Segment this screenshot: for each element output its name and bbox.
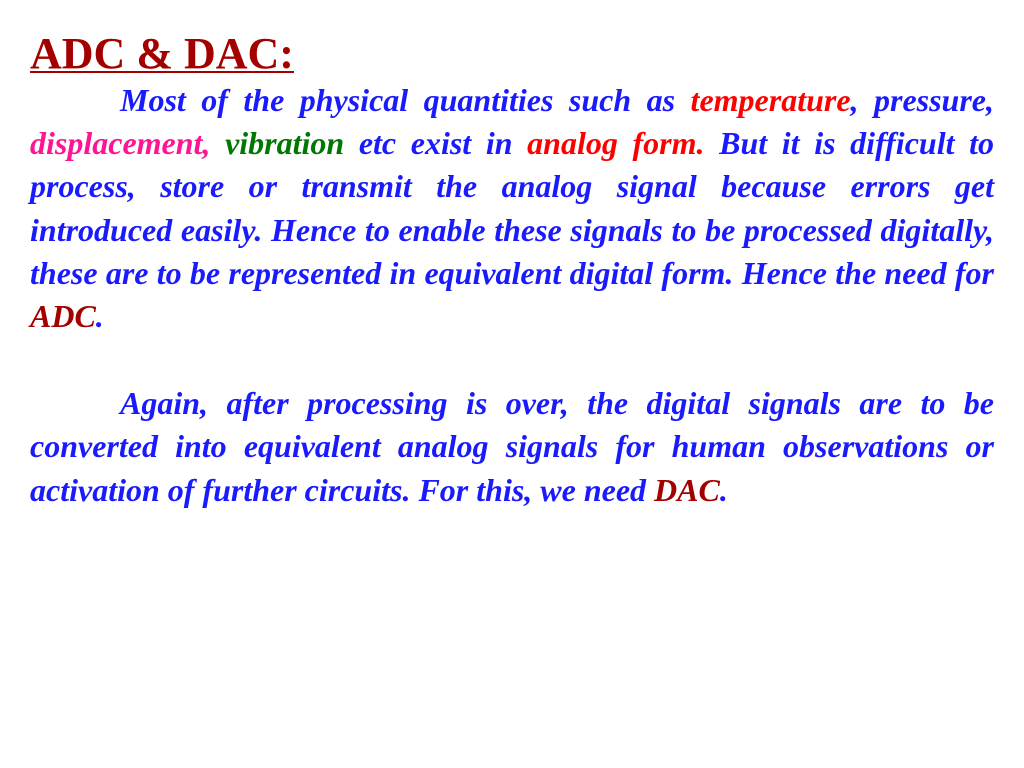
text-analog-form: analog form. [527,125,704,161]
text-dac: DAC [654,472,720,508]
text-run: Again, after processing is over, the dig… [30,385,994,507]
text-run: . [96,298,104,334]
text-run: . [720,472,728,508]
text-temperature: temperature [691,82,851,118]
text-run: etc exist in [344,125,527,161]
paragraph-1: Most of the physical quantities such as … [30,79,994,338]
paragraph-spacer [30,338,994,382]
text-vibration: vibration [225,125,344,161]
text-adc: ADC [30,298,96,334]
text-run: Most of the physical quantities such as [120,82,691,118]
text-run: , pressure, [851,82,994,118]
text-displacement: displacement, [30,125,210,161]
paragraph-2: Again, after processing is over, the dig… [30,382,994,512]
text-run [210,125,225,161]
page-title: ADC & DAC: [30,28,994,79]
